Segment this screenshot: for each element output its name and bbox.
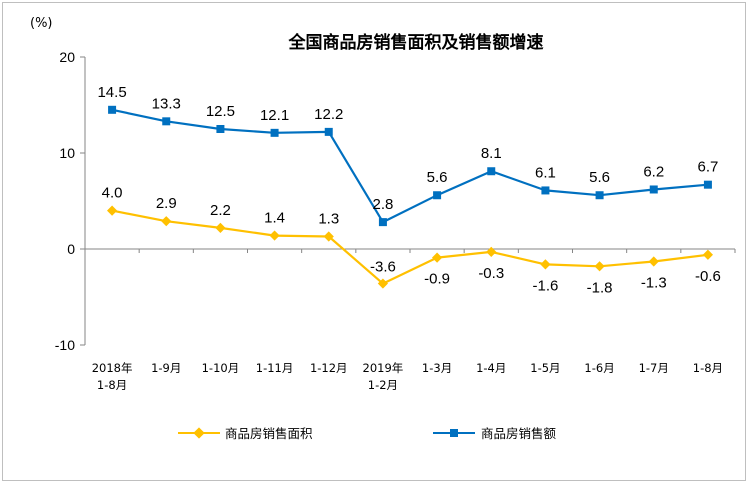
x-tick-label: 1-4月: [476, 361, 506, 375]
data-label: 2.9: [156, 195, 177, 212]
data-label: 1.4: [264, 210, 285, 227]
data-point: [595, 191, 604, 200]
x-tick-label: 1-12月: [310, 361, 348, 375]
data-label: -0.9: [424, 271, 450, 288]
y-tick-label: 10: [59, 145, 75, 161]
data-label: -0.6: [695, 268, 721, 285]
data-point: [594, 261, 605, 272]
data-point: [106, 205, 118, 216]
data-point: [487, 167, 496, 176]
legend-label-amount: 商品房销售额: [481, 426, 557, 441]
data-label: -1.6: [532, 277, 558, 294]
series-line-1: [111, 108, 708, 224]
legend-marker-amount: [450, 429, 458, 437]
data-point: [269, 230, 280, 241]
x-tick-label: 1-11月: [256, 361, 294, 375]
data-point: [377, 278, 389, 289]
series-line-0: [111, 209, 709, 285]
x-tick-label: 1-6月: [584, 361, 614, 375]
data-label: 1.3: [318, 211, 339, 228]
data-label: 5.6: [427, 169, 448, 186]
y-tick-label: 20: [59, 49, 75, 65]
data-point: [270, 128, 279, 137]
y-tick-label: -10: [55, 337, 75, 353]
data-point: [162, 117, 171, 126]
x-tick-label: 1-7月: [639, 361, 669, 375]
data-label: 5.6: [589, 169, 610, 186]
chart-title: 全国商品房销售面积及销售额增速: [288, 32, 544, 53]
data-label: -1.8: [587, 279, 613, 296]
data-point: [540, 259, 551, 270]
data-point: [378, 218, 387, 227]
legend-label-area: 商品房销售面积: [225, 426, 313, 441]
data-point: [541, 186, 550, 195]
x-tick-label: 1-3月: [422, 361, 452, 375]
x-tick-label: 1-5月: [530, 361, 560, 375]
x-tick-label: 1-10月: [202, 361, 240, 375]
x-tick-label: 1-8月: [693, 361, 723, 375]
data-label: 14.5: [97, 84, 126, 101]
data-label: -1.3: [641, 274, 667, 291]
data-label: -3.6: [370, 259, 396, 276]
data-label: 12.5: [206, 103, 235, 120]
chart-frame: [2, 2, 746, 481]
data-label: 4.0: [102, 185, 123, 202]
series-markers: [106, 105, 714, 289]
data-label: 12.2: [314, 106, 343, 123]
x-tick-label: 2018年: [92, 361, 133, 375]
data-label: 2.8: [372, 196, 393, 213]
data-point: [433, 191, 442, 200]
data-label: 2.2: [210, 202, 231, 219]
x-tick-label: 1-2月: [368, 378, 398, 392]
series-lines: [111, 108, 709, 285]
y-tick-labels: -10 0 10 20: [55, 49, 75, 353]
data-point: [702, 249, 714, 260]
legend-item-amount: 商品房销售额: [433, 426, 557, 441]
legend-item-area: 商品房销售面积: [178, 426, 313, 441]
data-label: 13.3: [152, 95, 181, 112]
data-point: [486, 246, 497, 257]
data-label: 8.1: [481, 145, 502, 162]
data-point: [649, 185, 658, 194]
x-tick-labels: 2018年 1-8月 1-9月 1-10月 1-11月 1-12月 2019年 1-2月 1-3…: [92, 361, 723, 392]
x-tick-label: 1-8月: [97, 378, 127, 392]
data-point: [431, 252, 443, 263]
data-label: 6.1: [535, 164, 556, 181]
x-tick-label: 1-9月: [151, 361, 181, 375]
data-point: [161, 216, 172, 227]
legend: 商品房销售面积 商品房销售额: [178, 426, 557, 441]
data-labels: 4.0 2.9 2.2 1.4 1.3 -3.6 -0.9 -0.3 -1.6 -1.8 -1.3 -…: [97, 84, 720, 296]
data-point: [703, 180, 712, 189]
data-label: 6.7: [697, 159, 718, 176]
data-point: [108, 105, 117, 114]
data-label: 12.1: [260, 107, 289, 124]
y-tick-label: 0: [67, 241, 75, 257]
data-label: 6.2: [643, 163, 664, 180]
y-axis-unit: (%): [30, 16, 53, 31]
x-tick-label: 2019年: [363, 361, 404, 375]
data-label: -0.3: [478, 265, 504, 282]
data-point: [648, 256, 659, 267]
data-point: [216, 125, 225, 133]
data-point: [324, 127, 333, 136]
legend-marker-area: [193, 427, 205, 439]
axes: [80, 56, 736, 346]
data-point: [215, 222, 226, 233]
